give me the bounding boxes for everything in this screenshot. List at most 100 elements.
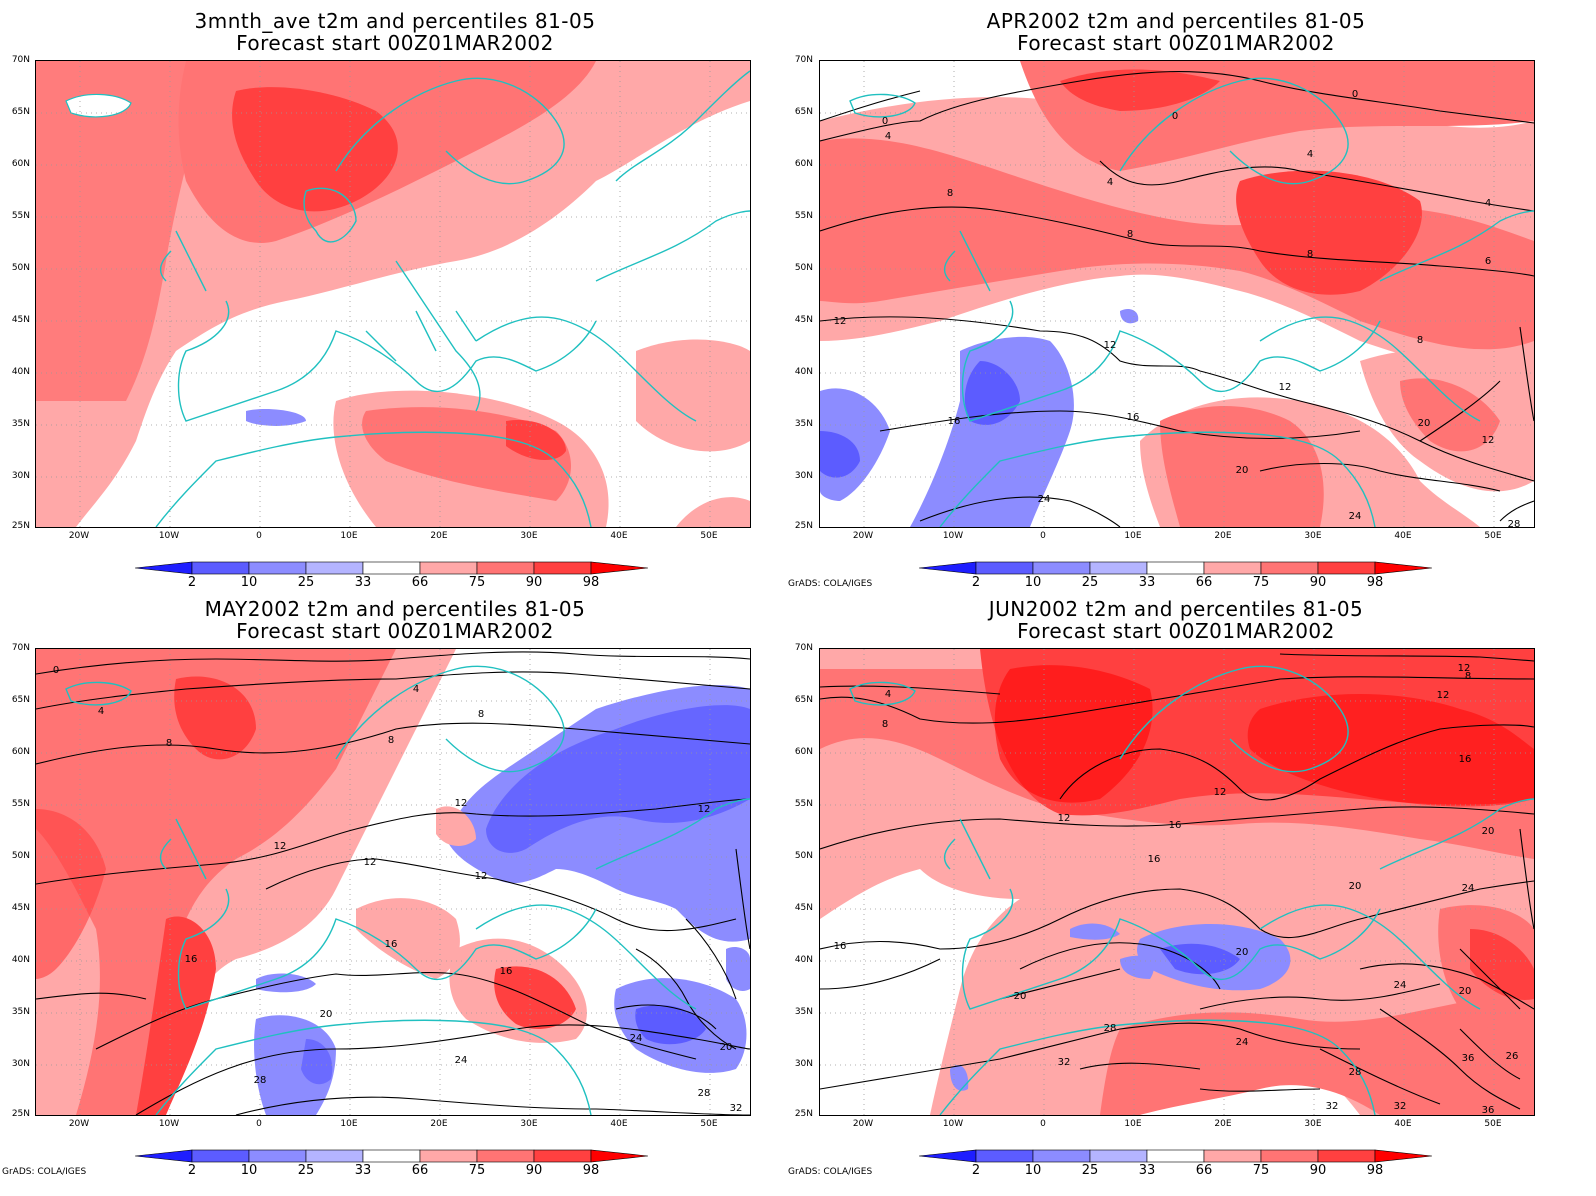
lat-label: 35N [11, 419, 30, 429]
contour-label: 0 [882, 116, 888, 127]
grads-credit: GrADS: COLA/IGES [788, 579, 873, 589]
contour-label: 8 [1465, 671, 1471, 682]
lon-label: 10W [942, 1119, 964, 1129]
colorbar-segment [191, 561, 250, 575]
colorbar-label: 25 [297, 575, 315, 590]
colorbar-segment [305, 1149, 364, 1163]
lat-label: 40N [11, 955, 30, 965]
contour-label: 16 [948, 416, 961, 427]
lon-label: 30E [520, 531, 538, 541]
lon-label: 10W [158, 531, 180, 541]
lon-label: 10E [340, 1119, 358, 1129]
contour-label: 16 [1459, 754, 1472, 765]
colorbar-label: 98 [1366, 575, 1384, 590]
colorbar-segment [1089, 1149, 1148, 1163]
contour-label: 20 [1349, 881, 1362, 892]
colorbar-label: 10 [240, 575, 258, 590]
lat-label: 50N [794, 851, 813, 861]
colorbar-segment [1260, 1149, 1319, 1163]
lat-label: 45N [794, 903, 813, 913]
contour-label: 28 [254, 1075, 267, 1086]
lat-label: 70N [11, 643, 30, 653]
lon-label: 30E [1304, 531, 1322, 541]
contour-label: 16 [1148, 854, 1161, 865]
lat-label: 35N [794, 419, 813, 429]
colorbar-label: 25 [1081, 1163, 1099, 1178]
contour-label: 12 [1437, 690, 1450, 701]
lat-label: 60N [11, 159, 30, 169]
colorbar-label: 10 [1024, 1163, 1042, 1178]
lon-label: 0 [256, 531, 262, 541]
contour-label: 32 [730, 1103, 743, 1114]
contour-label: 32 [1058, 1057, 1071, 1068]
contour-label: 28 [1508, 519, 1521, 527]
contour-label: 8 [166, 738, 172, 749]
contour-label: 24 [630, 1033, 643, 1044]
lat-label: 30N [794, 471, 813, 481]
lat-label: 25N [794, 1109, 813, 1119]
lat-label: 60N [794, 159, 813, 169]
lat-label: 60N [11, 747, 30, 757]
lat-label: 55N [794, 211, 813, 221]
contour-label: 4 [98, 706, 104, 717]
colorbar-label: 90 [1309, 1163, 1327, 1178]
colorbar-segment [919, 561, 977, 575]
colorbar-label: 2 [971, 575, 981, 590]
colorbar-label: 2 [971, 1163, 981, 1178]
colorbar-segment [305, 561, 364, 575]
panel-subtitle: Forecast start 00Z01MAR2002 [1017, 619, 1335, 643]
lat-label: 65N [794, 107, 813, 117]
contour-label: 12 [455, 798, 468, 809]
contour-label: 8 [882, 719, 888, 730]
lat-label: 50N [11, 263, 30, 273]
lon-label: 20W [852, 531, 874, 541]
lat-label: 40N [794, 367, 813, 377]
colorbar-label: 2 [187, 575, 197, 590]
colorbar-segment [590, 1149, 648, 1163]
contour-label: 6 [1485, 256, 1491, 267]
contour-label: 26 [1506, 1051, 1519, 1062]
colorbar-segment [1032, 1149, 1091, 1163]
contour-label: 12 [475, 871, 488, 882]
colorbar-label: 98 [582, 575, 600, 590]
colorbar-label: 2 [187, 1163, 197, 1178]
colorbar-segment [1374, 561, 1432, 575]
colorbar-label: 25 [297, 1163, 315, 1178]
contour-label: 4 [885, 131, 891, 142]
contour-label: 0 [1352, 89, 1358, 100]
lat-label: 55N [794, 799, 813, 809]
panel-title: MAY2002 t2m and percentiles 81-05 [204, 597, 586, 621]
colorbar-label: 33 [1138, 1163, 1156, 1178]
lon-label: 40E [610, 1119, 628, 1129]
colorbar: 2 10 25 33 66 75 90 98 [135, 1149, 648, 1179]
contour-label: 20 [1236, 465, 1249, 476]
lat-label: 70N [794, 643, 813, 653]
panel-subtitle: Forecast start 00Z01MAR2002 [236, 31, 554, 55]
contour-label: 20 [1236, 947, 1249, 958]
colorbar-segment [476, 1149, 535, 1163]
colorbar-segment [919, 1149, 977, 1163]
colorbar-label: 75 [1252, 1163, 1270, 1178]
contour-label: 12 [1458, 663, 1471, 674]
panel-3mnth-ave: 3mnth_ave t2m and percentiles 81-05 Fore… [0, 0, 790, 590]
contour-label: 8 [1127, 229, 1133, 240]
contour-label: 12 [834, 316, 847, 327]
colorbar-segment [362, 561, 421, 575]
contour-label: 16 [500, 966, 513, 977]
panel-jun2002: JUN2002 t2m and percentiles 81-05 Foreca… [786, 588, 1596, 1196]
contour-label: 12 [1214, 787, 1227, 798]
panel-apr2002: APR2002 t2m and percentiles 81-05 Foreca… [786, 0, 1596, 590]
lon-label: 10W [942, 531, 964, 541]
colorbar-segment [135, 1149, 193, 1163]
contour-label: 12 [274, 841, 287, 852]
lat-label: 65N [11, 107, 30, 117]
lon-label: 50E [1484, 531, 1502, 541]
colorbar-label: 75 [468, 575, 486, 590]
lon-label: 40E [610, 531, 628, 541]
contour-label: 4 [1485, 198, 1491, 209]
colorbar-segment [1260, 561, 1319, 575]
colorbar-label: 66 [1195, 1163, 1213, 1178]
panel-subtitle: Forecast start 00Z01MAR2002 [1017, 31, 1335, 55]
map-plot [35, 60, 751, 528]
contour-label: 0 [1172, 111, 1178, 122]
